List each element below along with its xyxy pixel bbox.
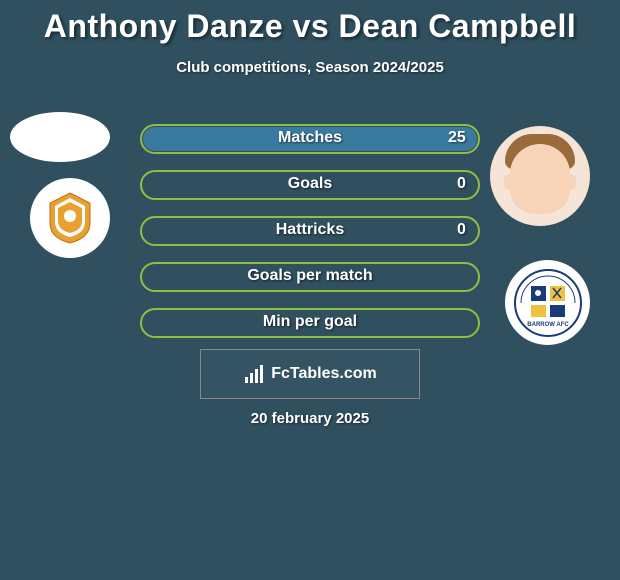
stat-label: Goals per match	[140, 267, 480, 285]
stat-value-right: 0	[457, 221, 466, 239]
stat-row-min-per-goal: Min per goal	[0, 302, 620, 348]
watermark-box: FcTables.com	[200, 349, 420, 399]
comparison-subtitle: Club competitions, Season 2024/2025	[0, 59, 620, 76]
comparison-title: Anthony Danze vs Dean Campbell	[0, 0, 620, 45]
stat-label: Min per goal	[140, 313, 480, 331]
stat-row-hattricks: Hattricks 0	[0, 210, 620, 256]
comparison-date: 20 february 2025	[0, 410, 620, 427]
stat-label: Goals	[140, 175, 480, 193]
stat-row-matches: Matches 25	[0, 118, 620, 164]
stat-label: Matches	[140, 129, 480, 147]
watermark-text: FcTables.com	[271, 365, 377, 383]
stats-container: Matches 25 Goals 0 Hattricks 0 Goals per…	[0, 118, 620, 348]
stat-label: Hattricks	[140, 221, 480, 239]
stat-value-right: 25	[448, 129, 466, 147]
chart-bars-icon	[243, 363, 265, 385]
stat-row-goals: Goals 0	[0, 164, 620, 210]
stat-row-goals-per-match: Goals per match	[0, 256, 620, 302]
stat-value-right: 0	[457, 175, 466, 193]
